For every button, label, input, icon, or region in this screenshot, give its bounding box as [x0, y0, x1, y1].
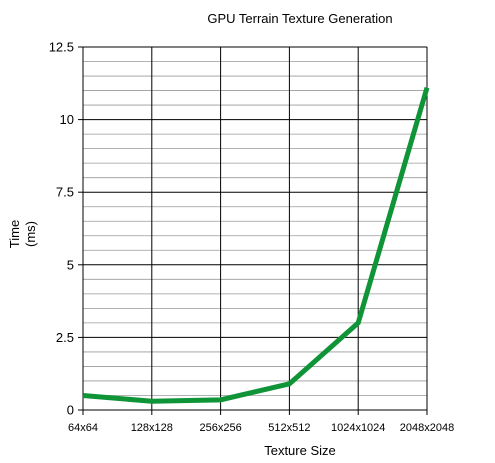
x-axis-title: Texture Size: [264, 443, 336, 458]
y-axis-title-line-2: (ms): [23, 221, 38, 247]
x-tick-label: 256x256: [199, 422, 241, 434]
major-gridlines: [82, 46, 428, 411]
minor-gridlines: [83, 61, 427, 396]
x-axis-ticks: 64x64 128x128 256x256 512x512 1024x1024 2048x…: [68, 410, 454, 434]
x-tick-label: 64x64: [68, 422, 98, 434]
y-axis-ticks: 0 2.5 5 7.5 10 12.5: [49, 40, 83, 418]
series-line: [82, 86, 430, 404]
y-tick-label: 0: [67, 403, 74, 418]
x-tick-label: 128x128: [131, 422, 173, 434]
x-tick-label: 2048x2048: [400, 422, 454, 434]
chart-title: GPU Terrain Texture Generation: [207, 11, 392, 26]
y-tick-label: 2.5: [56, 330, 74, 345]
y-axis-title-line-1: Time: [7, 220, 22, 248]
series-layer: [82, 86, 430, 404]
y-axis-title: Time (ms): [7, 220, 38, 248]
y-tick-label: 5: [67, 257, 74, 272]
y-tick-label: 7.5: [56, 185, 74, 200]
y-tick-label: 12.5: [49, 40, 74, 55]
x-tick-label: 1024x1024: [331, 422, 385, 434]
x-tick-label: 512x512: [268, 422, 310, 434]
y-tick-label: 10: [60, 112, 74, 127]
